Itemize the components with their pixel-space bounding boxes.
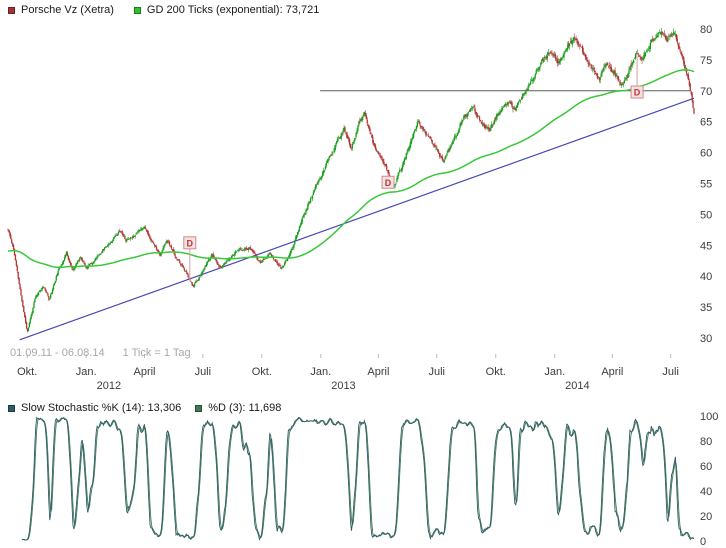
dividend-marker-box <box>630 85 644 99</box>
stoch-d-legend-item: %D (3): 11,698 <box>195 402 281 414</box>
price-series-legend-item: Porsche Vz (Xetra) <box>8 4 114 16</box>
price-axis-tick-label: 45 <box>700 240 712 252</box>
x-axis-month-label: Okt. <box>252 366 272 378</box>
price-axis-tick-label: 75 <box>700 55 712 67</box>
price-legend: Porsche Vz (Xetra) GD 200 Ticks (exponen… <box>8 4 319 16</box>
price-axis-tick-label: 40 <box>700 271 712 283</box>
x-axis-year-label: 2013 <box>331 380 355 392</box>
price-axis-tick-label: 30 <box>700 333 712 345</box>
price-axis-tick-label: 65 <box>700 117 712 129</box>
down-candle-wicks <box>7 30 695 333</box>
x-axis-month-label: Juli <box>662 366 679 378</box>
stochastic-k-line <box>21 416 695 541</box>
dividend-marker-box <box>381 175 395 189</box>
gd200-swatch <box>133 6 141 14</box>
tick-unit: 1 Tick = 1 Tag <box>122 347 191 359</box>
stoch-axis-tick-label: 20 <box>700 511 712 523</box>
candles-layer <box>7 27 695 333</box>
stoch-k-swatch <box>8 404 15 412</box>
price-axis-tick-label: 55 <box>700 179 712 191</box>
date-range-info: 01.09.11 - 06.08.14 1 Tick = 1 Tag <box>10 347 209 359</box>
price-series-swatch <box>8 6 15 14</box>
trend-line[interactable] <box>19 97 695 341</box>
stochastic-axis-labels: 100 80 60 40 20 0 <box>700 411 718 548</box>
x-axis-month-label: April <box>601 366 623 378</box>
dividend-marker-letter: D <box>385 178 392 188</box>
gd200-label: GD 200 Ticks (exponential): 73,721 <box>146 4 320 16</box>
stochastic-d-line <box>21 417 695 541</box>
x-axis-month-label: Jan. <box>310 366 331 378</box>
date-range: 01.09.11 - 06.08.14 <box>10 347 105 359</box>
stoch-axis-tick-label: 80 <box>700 436 712 448</box>
x-axis-year-label: 2012 <box>97 380 121 392</box>
stoch-d-swatch <box>195 404 203 412</box>
price-axis-tick-label: 80 <box>700 24 712 36</box>
stochastic-legend: Slow Stochastic %K (14): 13,306 %D (3): … <box>8 402 281 414</box>
price-axis-labels: 80 75 70 65 60 55 50 45 40 35 30 <box>700 24 712 345</box>
stoch-axis-tick-label: 40 <box>700 486 712 498</box>
stoch-d-label: %D (3): 11,698 <box>208 402 282 414</box>
stoch-k-legend-item: Slow Stochastic %K (14): 13,306 <box>8 402 181 414</box>
stoch-axis-tick-label: 100 <box>700 411 718 423</box>
x-axis-month-label: April <box>367 366 389 378</box>
x-axis-month-label: Juli <box>428 366 445 378</box>
dividend-marker[interactable]: D <box>630 53 644 99</box>
dividend-marker-letter: D <box>634 88 641 98</box>
price-axis-tick-label: 50 <box>700 209 712 221</box>
dividend-marker[interactable]: D <box>381 173 395 189</box>
stoch-axis-tick-label: 60 <box>700 461 712 473</box>
stoch-axis-tick-label: 0 <box>700 536 706 548</box>
x-axis-month-label: April <box>134 366 156 378</box>
down-candle-bodies <box>7 31 695 332</box>
price-axis-tick-label: 60 <box>700 148 712 160</box>
gd200-ema-line[interactable] <box>7 69 695 269</box>
dividend-marker[interactable]: D <box>183 236 197 280</box>
x-axis-month-label: Jan. <box>76 366 97 378</box>
gd200-legend-item: GD 200 Ticks (exponential): 73,721 <box>133 4 320 16</box>
x-axis-labels: Okt. Jan. April Juli Okt. Jan. April Juli Okt. Ja… <box>17 354 679 392</box>
dividend-marker-letter: D <box>187 238 194 248</box>
stoch-k-label: Slow Stochastic %K (14): 13,306 <box>21 402 182 414</box>
price-series-label: Porsche Vz (Xetra) <box>21 4 114 16</box>
price-axis-tick-label: 70 <box>700 86 712 98</box>
up-candle-wicks <box>28 27 686 332</box>
x-axis-month-label: Juli <box>195 366 212 378</box>
x-axis-year-label: 2014 <box>565 380 589 392</box>
up-candle-bodies <box>27 31 687 332</box>
x-axis-month-label: Jan. <box>544 366 565 378</box>
price-axis-tick-label: 35 <box>700 302 712 314</box>
dividend-marker-box <box>183 236 197 250</box>
x-axis-month-label: Okt. <box>486 366 506 378</box>
x-axis-month-label: Okt. <box>17 366 37 378</box>
